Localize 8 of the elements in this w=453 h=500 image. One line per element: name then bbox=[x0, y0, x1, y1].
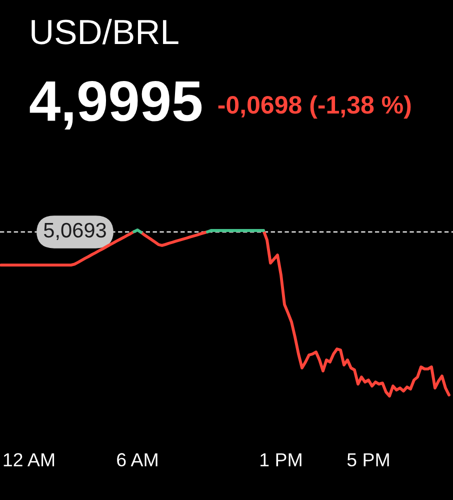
chart-subtitle: 4,9995 bbox=[30, 80, 202, 130]
x-tick-label: 12 AM bbox=[4, 453, 54, 466]
ref-line-label: 5,0693 bbox=[44, 222, 106, 240]
x-tick-label: 6 AM bbox=[117, 453, 158, 466]
x-tick-label: 1 PM bbox=[260, 453, 302, 466]
chart-title: USD/BRL bbox=[32, 18, 178, 44]
text: -0,0698 (-1,38 %) bbox=[218, 95, 411, 119]
x-tick-label: 5 PM bbox=[347, 453, 389, 466]
